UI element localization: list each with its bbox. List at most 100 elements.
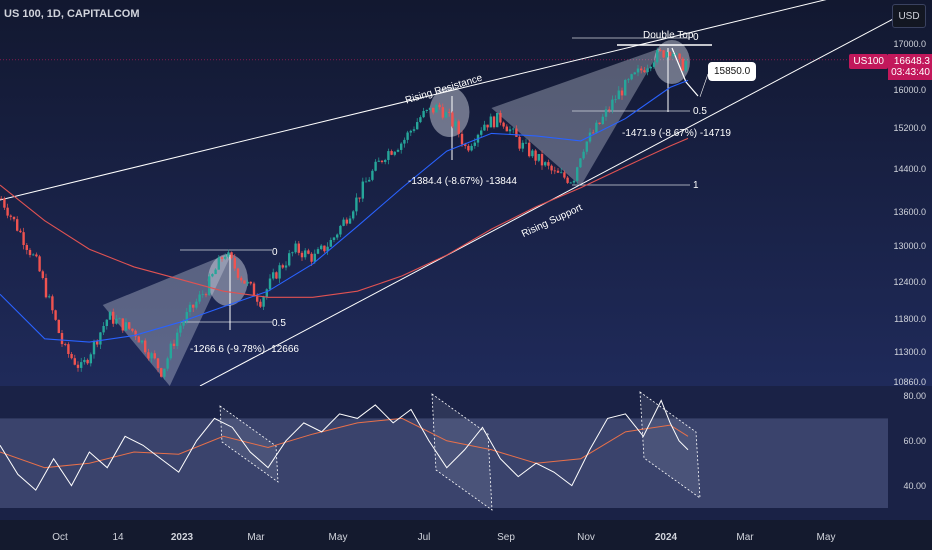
fib-zero-b: 0	[693, 32, 699, 43]
candle-body	[64, 344, 67, 345]
candle-body	[134, 330, 137, 337]
candle-body	[294, 243, 297, 253]
candle-body	[60, 333, 64, 345]
candle-body	[300, 252, 304, 258]
candle-body	[611, 99, 614, 111]
candle-body	[588, 132, 592, 142]
candle-body	[86, 359, 89, 364]
candle-body	[451, 112, 454, 127]
candle-body	[377, 160, 380, 162]
candle-body	[70, 353, 73, 359]
candle-body	[297, 243, 300, 253]
time-axis[interactable]: Oct 14 2023 Mar May Jul Sep Nov 2024 Mar May	[0, 528, 890, 546]
candle-body	[307, 250, 310, 254]
candle-body	[176, 332, 179, 347]
candle-body	[662, 50, 665, 58]
candle-body	[640, 68, 643, 71]
candle-body	[310, 253, 313, 262]
time-tick-label: Nov	[577, 532, 595, 543]
candle-body	[659, 50, 662, 51]
candle-body	[355, 197, 358, 212]
price-tick-label: 14400.0	[893, 164, 926, 175]
candle-body	[560, 172, 563, 174]
target-price-label: 15850.0	[708, 62, 757, 81]
candle-body	[67, 344, 70, 354]
candle-body	[22, 232, 25, 246]
candle-body	[569, 182, 572, 184]
drop-measure-3: -1471.9 (-8.67%) -14719	[622, 128, 731, 139]
candle-body	[108, 311, 112, 320]
candle-body	[384, 159, 387, 163]
candle-body	[12, 216, 16, 220]
candle-body	[6, 207, 9, 216]
candle-body	[512, 128, 515, 130]
candle-body	[128, 322, 131, 329]
candle-body	[198, 294, 201, 302]
candle-body	[230, 252, 233, 259]
candle-body	[124, 322, 128, 331]
candle-body	[144, 340, 147, 353]
double-top-label: Double Top	[643, 30, 694, 41]
candle-body	[524, 142, 528, 144]
candle-body	[608, 109, 611, 111]
candle-body	[236, 268, 240, 278]
candle-body	[428, 107, 432, 110]
ma-50-line	[0, 79, 689, 343]
triangle-pattern-1	[102, 252, 233, 386]
candle-body	[358, 197, 361, 199]
candle-body	[179, 325, 182, 333]
candle-body	[339, 225, 342, 235]
candle-body	[492, 116, 496, 128]
drop-measure-1: -1266.6 (-9.78%) -12666	[190, 344, 299, 355]
candle-body	[547, 162, 550, 166]
candle-body	[19, 230, 22, 233]
candle-body	[646, 68, 649, 73]
candle-body	[668, 52, 672, 56]
candle-body	[502, 122, 505, 127]
candle-body	[214, 269, 217, 275]
candle-body	[25, 245, 28, 250]
candle-body	[406, 132, 409, 140]
candle-body	[486, 124, 489, 128]
candle-body	[604, 109, 608, 117]
candle-body	[316, 249, 320, 254]
candle-body	[336, 234, 339, 238]
candle-body	[243, 280, 246, 284]
price-tick-label: 13600.0	[893, 207, 926, 218]
currency-button[interactable]: USD	[892, 4, 926, 28]
candle-body	[268, 278, 272, 290]
candle-body	[483, 124, 486, 131]
candle-body	[368, 179, 371, 182]
rsi-tick-label: 80.00	[903, 391, 926, 401]
candle-body	[624, 80, 627, 96]
candle-body	[249, 281, 252, 284]
time-tick-label: Oct	[52, 532, 68, 543]
candle-body	[9, 215, 12, 217]
target-connector	[699, 73, 709, 97]
candle-body	[44, 277, 48, 298]
candle-body	[598, 122, 601, 125]
rsi-line	[0, 399, 689, 491]
candle-body	[656, 50, 659, 63]
candle-body	[556, 170, 560, 173]
rsi-channel-1	[219, 405, 279, 483]
candle-body	[288, 253, 291, 266]
candle-body	[550, 165, 553, 171]
candle-body	[387, 151, 390, 160]
drop-measure-2: -1384.4 (-8.67%) -13844	[408, 176, 517, 187]
candle-body	[291, 252, 294, 254]
candle-body	[192, 304, 195, 308]
candle-body	[220, 257, 224, 259]
candle-body	[313, 253, 316, 262]
candle-body	[182, 321, 185, 326]
candle-body	[464, 144, 467, 146]
time-tick-label: Jul	[417, 532, 431, 543]
candle-body	[457, 121, 460, 134]
candle-body	[188, 304, 192, 313]
price-axis[interactable]: 10860.0 11300.0 11800.0 12400.0 13000.0 13600…	[888, 0, 932, 520]
fib-half-a: 0.5	[272, 318, 286, 329]
candle-body	[137, 336, 140, 343]
candle-body	[416, 122, 419, 130]
candle-body	[57, 319, 60, 334]
candle-body	[172, 343, 176, 347]
